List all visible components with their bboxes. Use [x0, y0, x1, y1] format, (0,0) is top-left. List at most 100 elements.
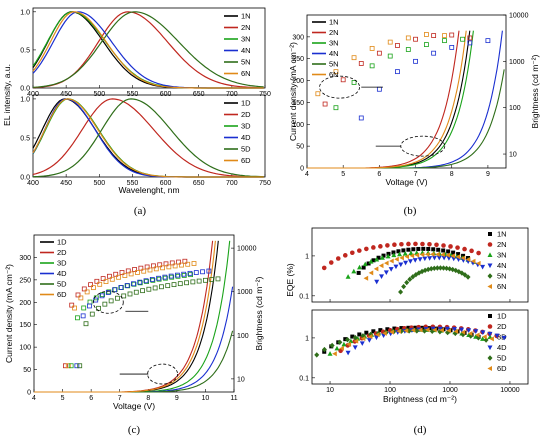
brightness-marker-2D [63, 363, 68, 369]
eqe-marker-2N [476, 250, 481, 256]
x-tick-label: 700 [226, 180, 238, 187]
legend-label-4D: 4D [57, 269, 67, 278]
eqe-marker-5N [410, 274, 416, 280]
eqe-marker-3N [397, 251, 403, 257]
eqe-marker-4N [441, 255, 447, 261]
eqe-marker-4D [466, 328, 472, 333]
brightness-marker-5D [215, 276, 221, 282]
eqe-marker-6D [446, 328, 452, 334]
eqe-marker-6N [470, 258, 476, 264]
brightness-marker-3D [87, 299, 93, 305]
eqe-marker-6N [399, 255, 404, 261]
eqe-marker-5D [314, 352, 320, 358]
x-tick-label: 400 [27, 91, 39, 98]
brightness-marker-6D [128, 271, 134, 277]
eqe-marker-6N [440, 252, 445, 258]
brightness-marker-4N [413, 58, 418, 64]
y-axis-label-b: Current density (mA cm⁻²) [288, 42, 298, 141]
x-tick-label: 10 [326, 387, 334, 394]
plot-frame-a2 [32, 94, 266, 178]
brightness-marker-5D [77, 363, 83, 369]
brightness-marker-6D [160, 265, 165, 271]
brightness-marker-5D [184, 280, 189, 286]
eqe-marker-4D [459, 327, 465, 333]
brightness-marker-6D [172, 263, 178, 269]
x-tick-label: 500 [93, 180, 105, 187]
brightness-marker-3D [150, 277, 156, 283]
brightness-marker-2D [94, 278, 100, 284]
eqe-marker-1N [431, 247, 436, 252]
brightness-marker-2D [151, 263, 156, 269]
eqe-marker-2N [399, 241, 404, 247]
brightness-marker-5D [102, 301, 108, 307]
brightness-marker-4N [449, 44, 455, 50]
legend-marker-5D [487, 355, 493, 361]
brightness-marker-6D [84, 289, 90, 295]
brightness-marker-5D [209, 277, 215, 282]
brightness-marker-4D [200, 269, 205, 275]
legend-marker-4N [487, 263, 493, 269]
brightness-marker-2D [169, 260, 175, 266]
eqe-marker-2N [406, 241, 411, 247]
plot-frame-d1 [311, 227, 529, 303]
eqe-marker-5N [404, 279, 410, 286]
panel-label-b: (b) [404, 205, 417, 217]
eqe-marker-1D [357, 332, 362, 337]
legend-label-1D: 1D [497, 312, 507, 321]
eqe-marker-1D [364, 330, 369, 335]
guide-ellipse [147, 363, 178, 385]
eqe-marker-4N [379, 274, 385, 279]
plot-frame-a1 [32, 7, 266, 89]
eqe-marker-2N [413, 241, 418, 247]
guide-ellipse [319, 75, 360, 99]
brightness-marker-4D [80, 313, 86, 319]
brightness-marker-5D [108, 298, 114, 304]
legend-label-3D: 3D [497, 333, 507, 342]
x-tick-label: 8 [450, 171, 454, 178]
brightness-marker-5D [83, 321, 89, 327]
y-tick-label: 50 [296, 144, 304, 151]
eqe-marker-1N [441, 248, 446, 253]
brightness-marker-6D [116, 274, 121, 280]
y-tick-label: 150 [292, 100, 304, 107]
brightness-marker-4D [193, 270, 199, 275]
brightness-marker-2D [138, 265, 144, 271]
y-tick-label: 0.0 [20, 86, 30, 93]
eqe-marker-6D [346, 341, 352, 347]
brightness-marker-2D [69, 302, 75, 308]
brightness-marker-5D [196, 278, 202, 284]
eqe-marker-2N [455, 245, 460, 250]
brightness-marker-2D [100, 276, 106, 281]
eqe-marker-1N [406, 247, 411, 252]
eqe-marker-3N [357, 264, 363, 270]
brightness-marker-6D [135, 270, 140, 275]
legend-label-6D: 6D [57, 290, 67, 299]
brightness-marker-6N [315, 91, 321, 97]
eqe-marker-3D [341, 341, 347, 347]
legend-label-3N: 3N [241, 35, 251, 44]
current-line-6N [307, 30, 467, 169]
legend-label-1N: 1N [329, 18, 339, 27]
eqe-marker-4N [417, 257, 423, 262]
legend-label-4D: 4D [241, 133, 251, 142]
eqe-marker-6D [332, 351, 337, 357]
brightness-marker-4D [143, 278, 149, 284]
brightness-marker-3N [387, 53, 393, 59]
x-tick-label: 10 [202, 395, 210, 402]
brightness-marker-5D [159, 284, 164, 290]
eqe-marker-5N [465, 274, 471, 280]
y-tick-label: 150 [19, 322, 31, 329]
eqe-marker-4D [373, 335, 379, 341]
eqe-marker-1N [356, 270, 361, 275]
y-tick-label: 0 [300, 166, 304, 173]
eqe-marker-4N [446, 256, 452, 261]
legend-label-4N: 4N [241, 46, 251, 55]
eqe-marker-1D [392, 326, 397, 331]
eqe-marker-3D [348, 338, 354, 344]
brightness-marker-3D [81, 305, 87, 311]
eqe-marker-2N [321, 265, 327, 271]
eqe-marker-6D [403, 328, 409, 334]
brightness-marker-3N [442, 38, 447, 44]
eqe-marker-2N [364, 246, 369, 252]
current-line-5D [34, 330, 234, 393]
